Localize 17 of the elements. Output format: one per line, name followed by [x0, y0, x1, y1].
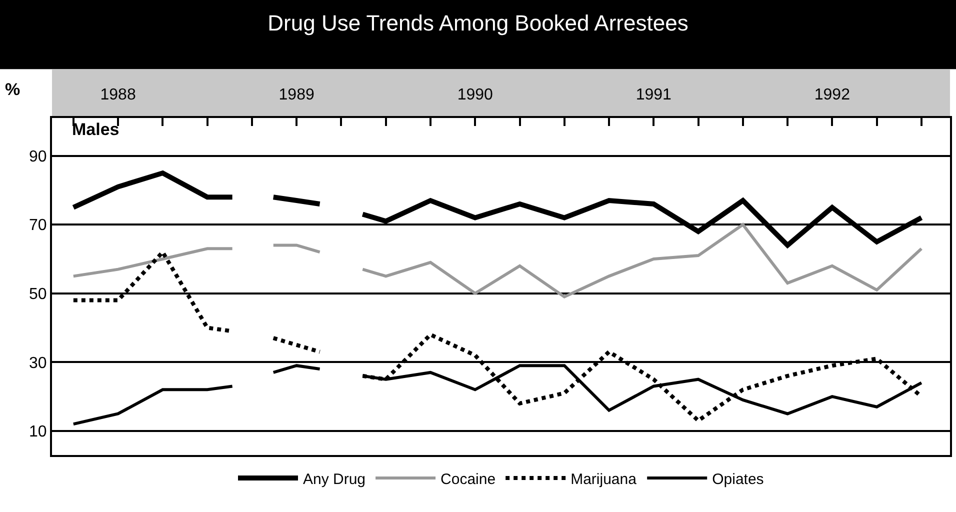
legend-label: Opiates: [712, 470, 764, 488]
y-tick-label: 30: [29, 354, 47, 372]
x-tick-label: 1991: [636, 86, 672, 104]
y-tick-label: 90: [29, 148, 47, 166]
annotation: Males: [72, 120, 120, 139]
chart-title: Drug Use Trends Among Booked Arrestees: [268, 10, 688, 36]
y-tick-label: 70: [29, 217, 47, 234]
legend-label: Cocaine: [440, 470, 496, 488]
legend-label: Any Drug: [303, 470, 366, 488]
x-tick-label: 1990: [457, 86, 494, 104]
y-axis-title: %: [5, 80, 20, 99]
x-tick-label: 1992: [814, 86, 850, 104]
y-tick-label: 10: [29, 424, 47, 441]
x-tick-label: 1988: [100, 86, 136, 104]
legend-label: Marijuana: [570, 470, 638, 488]
x-tick-label: 1989: [278, 86, 314, 104]
y-tick-label: 50: [29, 286, 47, 303]
